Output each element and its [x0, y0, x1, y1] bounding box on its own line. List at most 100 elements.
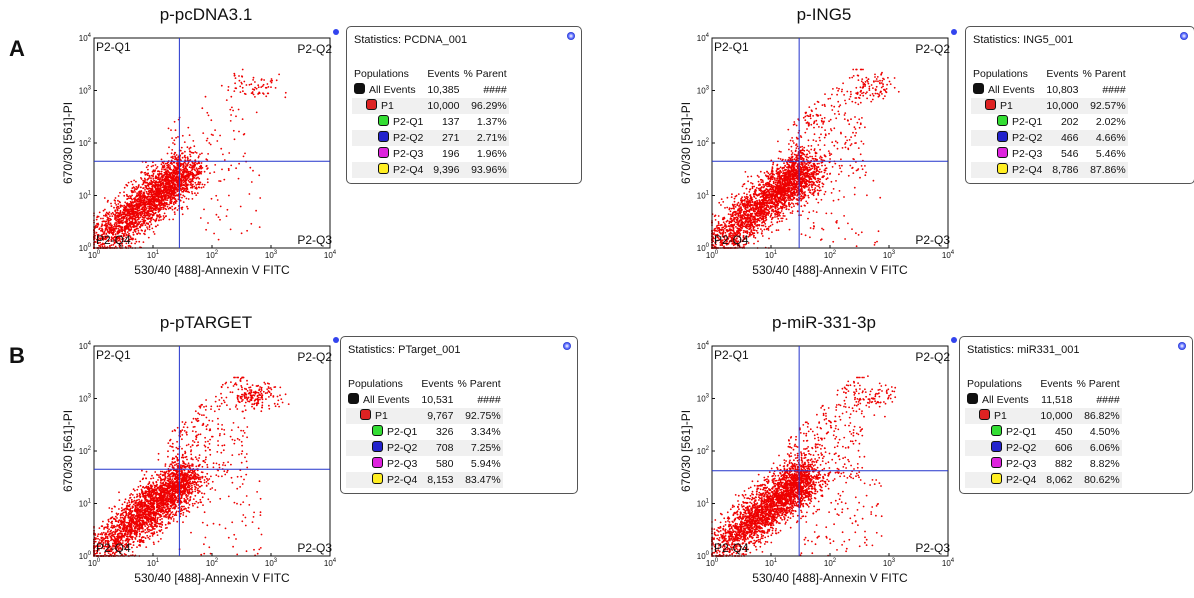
event-point — [143, 201, 145, 203]
event-point — [276, 79, 278, 81]
event-point — [813, 194, 815, 196]
event-point — [107, 224, 109, 226]
event-point — [124, 209, 126, 211]
event-point — [176, 189, 178, 191]
event-point — [809, 167, 811, 169]
event-point — [758, 188, 760, 190]
event-point — [158, 197, 160, 199]
event-point — [788, 187, 790, 189]
event-point — [155, 206, 157, 208]
event-point — [787, 188, 789, 190]
event-point — [130, 221, 132, 223]
event-point — [163, 164, 165, 166]
event-point — [134, 226, 136, 228]
event-point — [250, 223, 252, 225]
event-point — [209, 172, 211, 174]
event-point — [146, 222, 148, 224]
event-point — [783, 162, 785, 164]
event-point — [177, 180, 179, 182]
event-point — [800, 205, 802, 207]
event-point — [800, 200, 802, 202]
event-point — [224, 159, 226, 161]
event-point — [746, 230, 748, 232]
event-point — [142, 192, 144, 194]
event-point — [127, 208, 129, 210]
event-point — [173, 188, 175, 190]
event-point — [105, 228, 107, 230]
event-point — [174, 172, 176, 174]
event-point — [743, 192, 745, 194]
quadrant-label-p2-q2: P2-Q2 — [297, 42, 332, 56]
event-point — [189, 178, 191, 180]
event-point — [147, 179, 149, 181]
event-point — [761, 195, 763, 197]
event-point — [137, 212, 139, 214]
event-point — [730, 217, 732, 219]
event-point — [134, 243, 136, 245]
event-point — [164, 174, 166, 176]
event-point — [741, 227, 743, 229]
event-point — [812, 184, 814, 186]
event-point — [147, 206, 149, 208]
event-point — [174, 211, 176, 213]
event-point — [775, 181, 777, 183]
event-point — [185, 167, 187, 169]
event-point — [122, 221, 124, 223]
event-point — [177, 183, 179, 185]
event-point — [747, 180, 749, 182]
event-point — [95, 225, 97, 227]
event-point — [109, 215, 111, 217]
event-point — [818, 186, 820, 188]
event-point — [164, 205, 166, 207]
event-point — [250, 83, 252, 85]
event-point — [169, 189, 171, 191]
event-point — [127, 202, 129, 204]
event-point — [267, 93, 269, 95]
event-point — [102, 221, 104, 223]
event-point — [126, 198, 128, 200]
event-point — [172, 219, 174, 221]
event-point — [263, 93, 265, 95]
event-point — [196, 169, 198, 171]
event-point — [144, 205, 146, 207]
event-point — [252, 170, 254, 172]
quadrant-label-p2-q1: P2-Q1 — [96, 40, 131, 54]
event-point — [186, 187, 188, 189]
event-point — [175, 129, 177, 131]
event-point — [779, 221, 781, 223]
event-point — [184, 176, 186, 178]
event-point — [186, 206, 188, 208]
event-point — [771, 186, 773, 188]
event-point — [161, 171, 163, 173]
event-point — [726, 207, 728, 209]
event-point — [184, 170, 186, 172]
event-point — [196, 167, 198, 169]
event-point — [757, 228, 759, 230]
event-point — [259, 197, 261, 199]
event-point — [772, 191, 774, 193]
event-point — [134, 189, 136, 191]
event-point — [192, 178, 194, 180]
event-point — [160, 191, 162, 193]
event-point — [191, 152, 193, 154]
event-point — [128, 182, 130, 184]
event-point — [169, 165, 171, 167]
event-point — [746, 196, 748, 198]
event-point — [172, 209, 174, 211]
event-point — [170, 199, 172, 201]
event-point — [111, 205, 113, 207]
event-point — [736, 195, 738, 197]
event-point — [124, 214, 126, 216]
event-point — [114, 218, 116, 220]
event-point — [168, 195, 170, 197]
event-point — [168, 127, 170, 129]
event-point — [200, 168, 202, 170]
event-point — [108, 226, 110, 228]
event-point — [131, 238, 133, 240]
event-point — [797, 211, 799, 213]
event-point — [205, 158, 207, 160]
event-point — [144, 233, 146, 235]
event-point — [130, 213, 132, 215]
event-point — [270, 86, 272, 88]
event-point — [822, 186, 824, 188]
